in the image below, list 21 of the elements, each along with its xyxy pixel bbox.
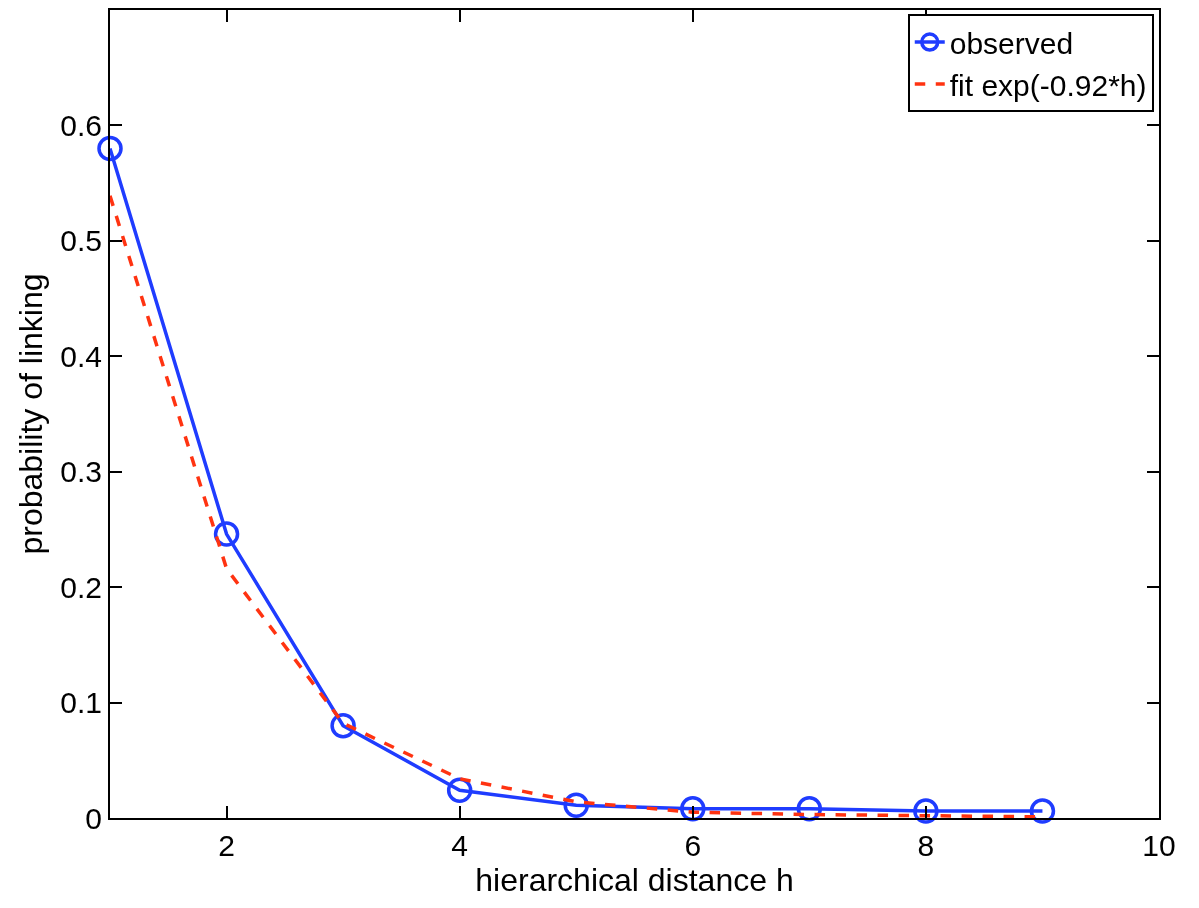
point [680, 796, 706, 822]
point [796, 796, 823, 822]
point [97, 135, 123, 162]
y-tick-label: 0.3 [60, 455, 102, 489]
y-tick-label: 0 [85, 801, 102, 835]
x-tick-label: 4 [451, 829, 469, 862]
y-axis-title: probability of linking [13, 273, 50, 555]
x-tick-label: 2 [218, 829, 235, 862]
point [1029, 798, 1056, 824]
point [913, 798, 939, 824]
y-tick-label: 0.4 [60, 339, 102, 373]
y-tick-label: 0.1 [60, 686, 102, 720]
x-tick-label: 8 [917, 829, 935, 862]
x-tick-label: 6 [684, 829, 702, 862]
legend-label: observed [949, 26, 1074, 60]
y-tick-label: 0.6 [60, 108, 102, 142]
x-tick-label: 10 [1142, 829, 1176, 862]
y-tick-label: 0.2 [60, 570, 102, 604]
y-tick-label: 0.5 [60, 224, 102, 258]
x-axis-title: hierarchical distance h [475, 862, 794, 898]
legend-label: fit exp(-0.92*h) [949, 68, 1147, 102]
